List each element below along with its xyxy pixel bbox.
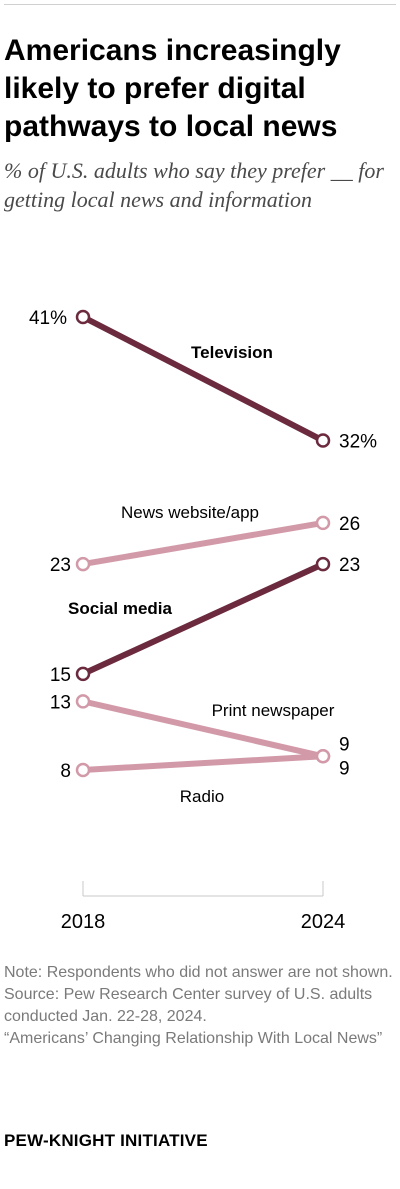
point-2024-television — [315, 433, 331, 448]
footer-report: “Americans’ Changing Relationship With L… — [4, 1030, 383, 1047]
series-radio: 8 9 Radio — [60, 749, 350, 806]
chart-title: Americans increasingly likely to prefer … — [4, 34, 341, 143]
x-tick-label-2024: 2024 — [301, 911, 346, 933]
point-2018-radio — [75, 762, 91, 778]
point-2018-news-website-app — [75, 556, 91, 572]
footer: Note: Respondents who did not answer are… — [4, 962, 396, 1050]
point-2024-news-website-app — [315, 515, 331, 531]
data-label-2024-print-newspaper: 9 — [339, 734, 350, 755]
series-name-label-radio: Radio — [180, 787, 224, 806]
data-label-2018-print-newspaper: 13 — [50, 692, 71, 713]
data-label-2024-news-website-app: 26 — [339, 514, 360, 535]
point-2018-social-media — [75, 666, 91, 682]
data-label-2018-social-media: 15 — [50, 665, 71, 686]
point-2018-television — [75, 309, 91, 325]
data-label-2024-radio: 9 — [339, 758, 350, 779]
point-2024-social-media — [315, 556, 331, 572]
series-line-print-newspaper — [80, 698, 326, 760]
footer-source: Source: Pew Research Center survey of U.… — [4, 986, 373, 1025]
series-line-television — [80, 314, 326, 444]
data-label-2018-news-website-app: 23 — [50, 555, 71, 576]
point-2018-print-newspaper — [75, 694, 91, 709]
x-tick-label-2018: 2018 — [61, 911, 106, 933]
footer-note: Note: Respondents who did not answer are… — [4, 964, 393, 981]
brand-logo-text: PEW-KNIGHT INITIATIVE — [4, 1131, 208, 1150]
series-name-label-print-newspaper: Print newspaper — [212, 701, 335, 720]
data-label-2024-television: 32% — [339, 432, 377, 453]
data-label-2018-television: 41% — [29, 308, 67, 329]
series-social-media: 15 23 Social media — [50, 555, 360, 686]
series-line-news-website-app — [80, 519, 326, 568]
series-news-website-app: 23 26 News website/app — [50, 503, 360, 576]
series-name-label-social-media: Social media — [68, 599, 172, 618]
series-line-social-media — [80, 561, 326, 677]
x-axis: 2018 2024 — [61, 881, 346, 933]
data-label-2018-radio: 8 — [60, 761, 71, 782]
series-name-label-television: Television — [191, 343, 273, 362]
chart-subtitle: % of U.S. adults who say they prefer __ … — [4, 158, 384, 212]
data-label-2024-social-media: 23 — [339, 555, 360, 576]
series-television: 41% 32% Television — [29, 308, 377, 453]
series-line-radio — [80, 753, 326, 773]
point-2024-radio — [315, 749, 331, 764]
series-name-label-news-website-app: News website/app — [121, 503, 259, 522]
top-rule — [4, 4, 396, 5]
